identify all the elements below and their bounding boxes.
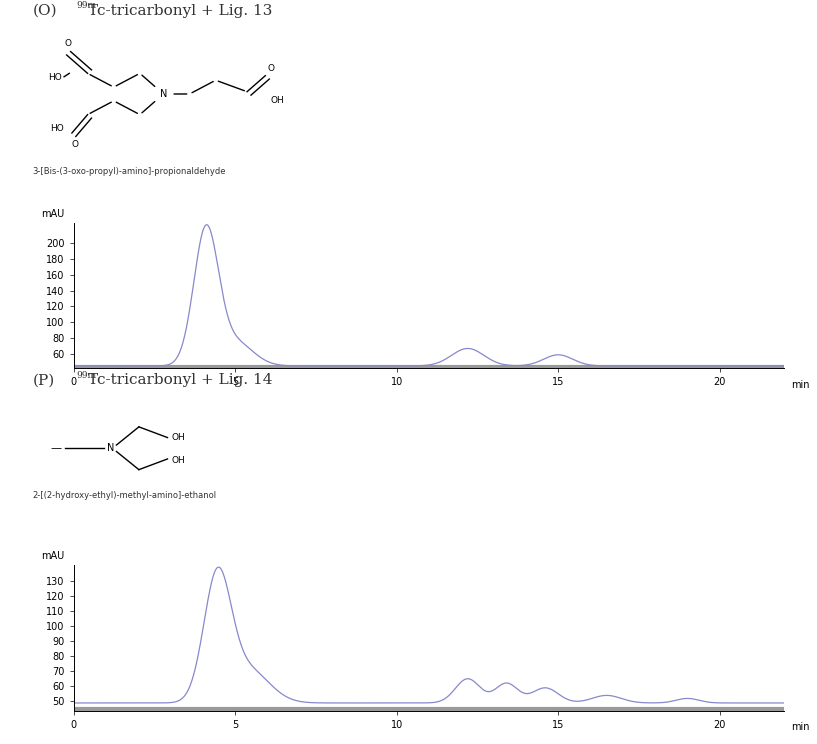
Text: 3-[Bis-(3-oxo-propyl)-amino]-propionaldehyde: 3-[Bis-(3-oxo-propyl)-amino]-propionalde… — [33, 167, 226, 176]
Text: (P): (P) — [33, 373, 55, 388]
Text: mAU: mAU — [42, 551, 65, 561]
Text: Tc-tricarbonyl + Lig. 13: Tc-tricarbonyl + Lig. 13 — [88, 4, 273, 18]
Text: O: O — [65, 39, 71, 48]
Text: N: N — [106, 443, 114, 453]
Text: OH: OH — [172, 433, 185, 442]
Text: OH: OH — [172, 455, 185, 464]
Text: N: N — [159, 89, 167, 99]
Text: O: O — [71, 140, 78, 149]
Text: HO: HO — [51, 124, 64, 133]
Text: min: min — [792, 380, 810, 390]
Text: HO: HO — [47, 74, 61, 83]
Text: —: — — [50, 443, 61, 453]
Text: (O): (O) — [33, 4, 57, 18]
Text: 99m: 99m — [76, 1, 96, 10]
Text: Tc-tricarbonyl + Lig. 14: Tc-tricarbonyl + Lig. 14 — [88, 373, 273, 388]
Text: 99m: 99m — [76, 371, 96, 379]
Text: min: min — [792, 722, 810, 732]
Text: OH: OH — [270, 96, 284, 106]
Text: mAU: mAU — [42, 209, 65, 219]
Text: 2-[(2-hydroxy-ethyl)-methyl-amino]-ethanol: 2-[(2-hydroxy-ethyl)-methyl-amino]-ethan… — [33, 491, 217, 500]
Text: O: O — [268, 64, 275, 74]
